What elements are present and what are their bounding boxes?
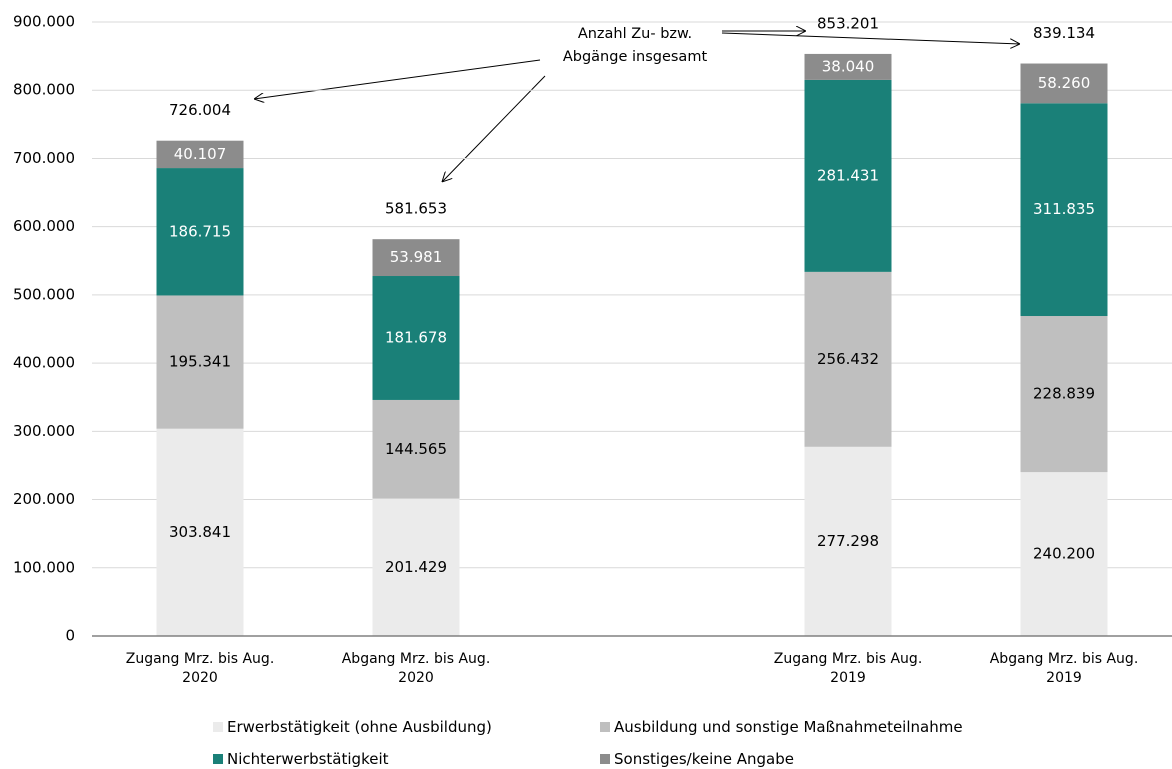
- legend-item: Nichterwerbstätigkeit: [213, 750, 389, 768]
- bar-segment: [804, 271, 892, 447]
- y-tick-label: 400.000: [13, 354, 75, 372]
- data-label: 186.715: [169, 222, 231, 240]
- legend-item: Ausbildung und sonstige Maßnahmeteilnahm…: [600, 718, 963, 736]
- data-label: 201.429: [385, 558, 447, 576]
- legend-swatch: [600, 754, 610, 764]
- total-label: 839.134: [1033, 24, 1095, 42]
- data-label: 303.841: [169, 523, 231, 541]
- total-label: 853.201: [817, 14, 879, 32]
- bar-segment: [804, 446, 892, 636]
- bar-segment: [372, 239, 460, 277]
- x-tick-label: Abgang Mrz. bis Aug. 2020: [341, 651, 491, 686]
- total-label: 581.653: [385, 200, 447, 218]
- y-tick-label: 500.000: [13, 285, 75, 303]
- data-label: 277.298: [817, 532, 879, 550]
- bar-segment: [804, 53, 892, 80]
- y-tick-label: 800.000: [13, 81, 75, 99]
- bar-segment: [1020, 63, 1108, 104]
- legend-swatch: [213, 722, 223, 732]
- y-tick-label: 100.000: [13, 558, 75, 576]
- annotation-arrows: [254, 31, 1020, 182]
- bar-segment: [1020, 316, 1108, 473]
- y-tick-label: 300.000: [13, 422, 75, 440]
- arrow: [254, 59, 541, 99]
- legend-swatch: [600, 722, 610, 732]
- data-label: 311.835: [1033, 200, 1095, 218]
- legend-swatch: [213, 754, 223, 764]
- data-label: 38.040: [822, 57, 875, 75]
- y-tick-label: 200.000: [13, 490, 75, 508]
- annotation: Anzahl Zu- bzw. Abgänge insgesamt: [562, 26, 708, 65]
- x-tick-label: Abgang Mrz. bis Aug. 2019: [989, 651, 1139, 686]
- y-tick-label: 700.000: [13, 149, 75, 167]
- bar-segment: [372, 276, 460, 400]
- legend-label: Erwerbstätigkeit (ohne Ausbildung): [227, 718, 492, 736]
- bar-segment: [372, 399, 460, 499]
- data-label: 281.431: [817, 166, 879, 184]
- x-tick-label: Zugang Mrz. bis Aug. 2020: [125, 651, 275, 686]
- bar-segment: [156, 295, 244, 429]
- x-tick-label: Zugang Mrz. bis Aug. 2019: [773, 651, 923, 686]
- bar-segment: [1020, 472, 1108, 636]
- data-label: 58.260: [1038, 74, 1091, 92]
- legend-label: Sonstiges/keine Angabe: [614, 750, 794, 768]
- y-tick-label: 0: [65, 627, 75, 645]
- bar-segment: [372, 498, 460, 636]
- data-label: 195.341: [169, 353, 231, 371]
- bar-segment: [156, 140, 244, 169]
- data-label: 40.107: [174, 145, 227, 163]
- data-label: 53.981: [390, 248, 443, 266]
- bar-segment: [156, 428, 244, 636]
- data-label: 256.432: [817, 350, 879, 368]
- bar-segment: [804, 79, 892, 272]
- legend-item: Erwerbstätigkeit (ohne Ausbildung): [213, 718, 492, 736]
- y-tick-label: 600.000: [13, 217, 75, 235]
- data-label: 240.200: [1033, 545, 1095, 563]
- bar-segment: [156, 168, 244, 296]
- data-label: 144.565: [385, 440, 447, 458]
- total-label: 726.004: [169, 101, 231, 119]
- data-label: 228.839: [1033, 385, 1095, 403]
- arrow: [442, 75, 546, 182]
- bar-segment: [1020, 103, 1108, 317]
- y-tick-label: 900.000: [13, 13, 75, 31]
- arrow: [721, 32, 1020, 44]
- legend-label: Nichterwerbstätigkeit: [227, 750, 389, 768]
- legend-label: Ausbildung und sonstige Maßnahmeteilnahm…: [614, 718, 963, 736]
- legend-item: Sonstiges/keine Angabe: [600, 750, 794, 768]
- data-label: 181.678: [385, 328, 447, 346]
